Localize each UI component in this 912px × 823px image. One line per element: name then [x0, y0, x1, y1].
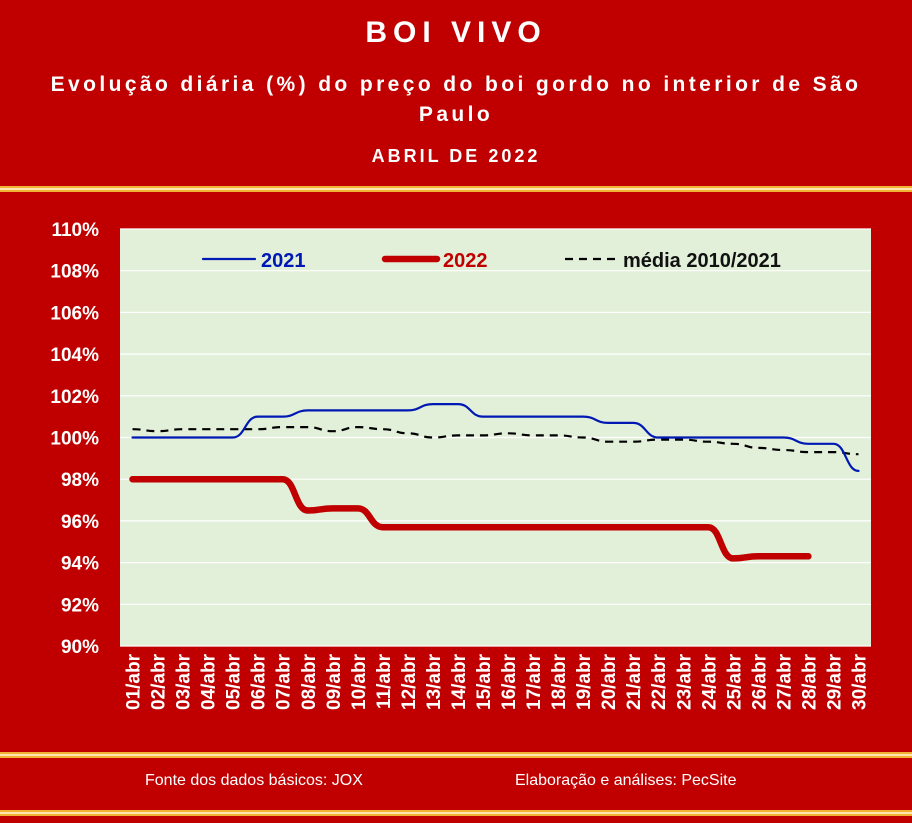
x-tick-label: 30/abr: [849, 653, 870, 710]
x-tick-label: 06/abr: [249, 653, 270, 710]
series-line-2: [132, 426, 859, 456]
series-lines: [129, 403, 860, 562]
x-tick-label: 05/abr: [224, 653, 245, 710]
legend-label: 2021: [261, 250, 306, 272]
x-tick-label: 18/abr: [549, 653, 570, 710]
x-tick-label: 11/abr: [374, 653, 395, 709]
footer-divider-stripe-bottom: [0, 810, 912, 816]
x-tick-label: 13/abr: [424, 653, 445, 710]
x-tick-label: 02/abr: [149, 653, 170, 710]
x-tick-label: 27/abr: [774, 653, 795, 710]
series-line-0: [131, 403, 860, 472]
x-tick-label: 08/abr: [299, 653, 320, 710]
x-tick-label: 25/abr: [724, 653, 745, 710]
x-tick-label: 01/abr: [124, 653, 145, 710]
x-tick-label: 28/abr: [799, 653, 820, 710]
legend-label: 2022: [443, 250, 488, 272]
series-line-1: [129, 475, 812, 562]
x-tick-label: 21/abr: [624, 653, 645, 710]
x-tick-label: 14/abr: [449, 653, 470, 710]
x-tick-label: 19/abr: [574, 653, 595, 710]
x-tick-label: 04/abr: [199, 653, 220, 710]
x-axis-ticks: 01/abr 02/abr 03/abr 04/abr 05/abr 06/abr 07/a…: [124, 653, 871, 710]
x-tick-label: 16/abr: [499, 653, 520, 710]
y-tick-label: 94%: [61, 554, 99, 575]
x-tick-label: 12/abr: [399, 653, 420, 710]
legend-label: média 2010/2021: [623, 250, 781, 272]
x-tick-label: 10/abr: [349, 653, 370, 710]
chart-title: BOI VIVO: [365, 16, 547, 49]
y-axis-ticks: 90% 92% 94% 96% 98% 100% 102% 104% 106% 108% 110%: [50, 220, 99, 658]
x-tick-label: 23/abr: [674, 653, 695, 710]
y-tick-label: 108%: [50, 262, 99, 283]
x-tick-label: 20/abr: [599, 653, 620, 710]
y-tick-label: 96%: [61, 512, 99, 533]
chart-subtitle: Evolução diária (%) do preço do boi gord…: [50, 73, 862, 126]
y-tick-label: 90%: [61, 637, 99, 658]
y-tick-label: 104%: [50, 345, 99, 366]
x-tick-label: 07/abr: [274, 653, 295, 710]
x-tick-label: 26/abr: [749, 653, 770, 710]
y-tick-label: 98%: [61, 470, 99, 491]
x-tick-label: 03/abr: [174, 653, 195, 710]
header-divider-stripe: [0, 186, 912, 192]
x-tick-label: 29/abr: [824, 653, 845, 710]
y-tick-label: 92%: [61, 595, 99, 616]
x-tick-label: 17/abr: [524, 653, 545, 710]
legend: 2021 2022 média 2010/2021: [201, 250, 781, 272]
footer-divider-stripe-top: [0, 752, 912, 758]
y-tick-label: 110%: [51, 220, 99, 241]
credit-note: Elaboração e análises: PecSite: [515, 772, 737, 789]
y-tick-label: 106%: [50, 303, 99, 324]
chart-period: ABRIL DE 2022: [371, 146, 541, 166]
x-tick-label: 22/abr: [649, 653, 670, 710]
y-tick-label: 100%: [50, 429, 99, 450]
x-tick-label: 09/abr: [324, 653, 345, 710]
x-tick-label: 15/abr: [474, 653, 495, 710]
y-tick-label: 102%: [50, 387, 99, 408]
data-source-note: Fonte dos dados básicos: JOX: [145, 772, 363, 789]
x-tick-label: 24/abr: [699, 653, 720, 710]
